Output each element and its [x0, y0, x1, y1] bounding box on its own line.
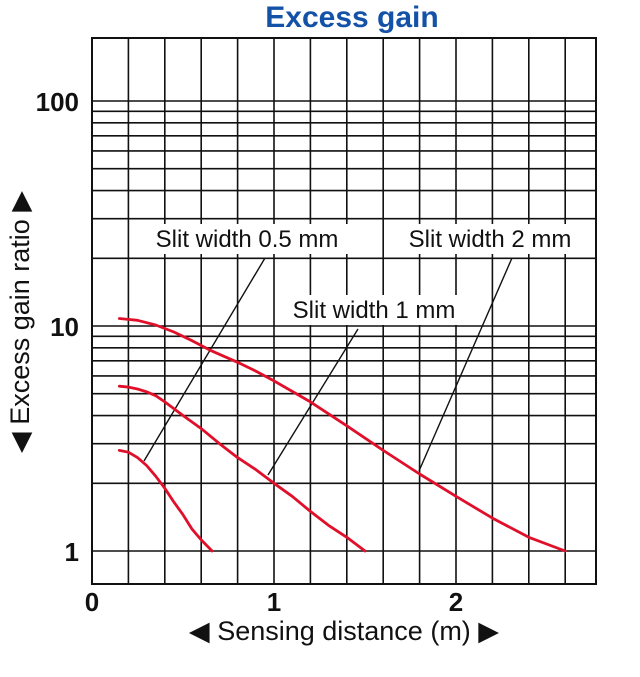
grid [92, 38, 596, 584]
annotation-background [393, 224, 587, 254]
plot-frame [91, 37, 597, 585]
series-lines [117, 317, 567, 553]
leader-line-3 [418, 257, 513, 472]
annotation-label-2: Slit width 1 mm [293, 297, 456, 324]
y-tick-label: 100 [36, 87, 79, 117]
annotation-label-1: Slit width 0.5 mm [156, 226, 339, 253]
chart-title: Excess gain [265, 1, 438, 34]
x-tick-label: 1 [267, 587, 281, 617]
x-axis-label: ◀ Sensing distance (m) ▶ [189, 616, 499, 646]
series-line-2 [117, 384, 367, 553]
annotation-background [138, 224, 356, 254]
y-tick-label: 1 [65, 537, 79, 567]
y-axis-label: ◀ Excess gain ratio ▶ [5, 191, 35, 453]
series-line-3 [117, 317, 567, 553]
leader-line-1 [143, 257, 266, 462]
y-tick-labels: 1 10 100 [36, 87, 79, 567]
x-tick-label: 2 [449, 587, 463, 617]
annotation-background [277, 295, 471, 325]
y-tick-label: 10 [50, 312, 79, 342]
x-tick-label: 0 [85, 587, 99, 617]
x-tick-labels: 0 1 2 [85, 587, 463, 617]
annotation-label-3: Slit width 2 mm [409, 226, 572, 253]
series-line-1 [117, 449, 214, 553]
annotations: Slit width 0.5 mm Slit width 1 mm Slit wid… [138, 224, 587, 325]
